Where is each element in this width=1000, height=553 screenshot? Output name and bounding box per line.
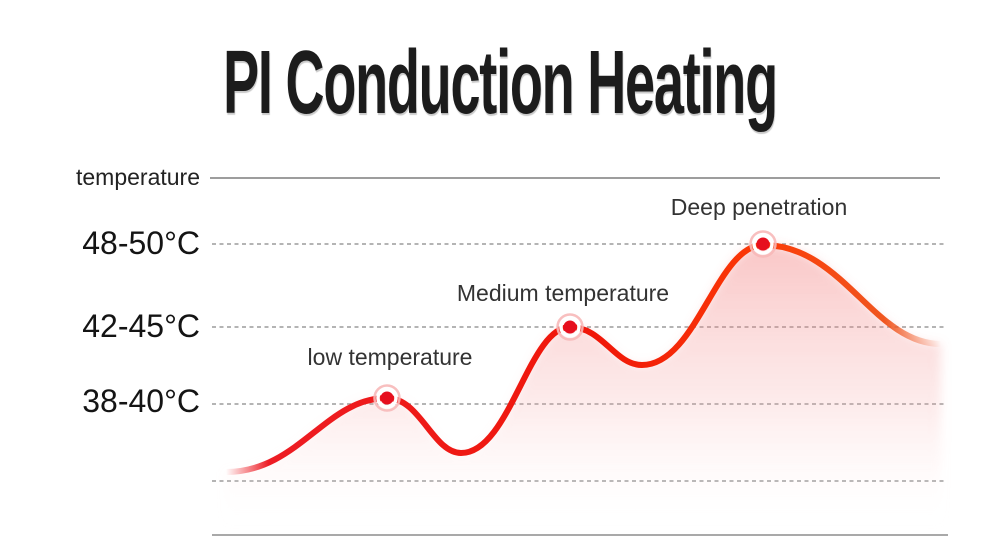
- curve-area-fill: [226, 245, 941, 522]
- y-tick-42-45: 42-45°C: [82, 308, 200, 344]
- y-axis-label: temperature: [75, 164, 200, 190]
- peak-marker-1: [556, 313, 584, 341]
- annotation-medium-temperature: Medium temperature: [456, 280, 670, 306]
- y-tick-38-40: 38-40°C: [82, 383, 200, 419]
- peak-marker-2: [749, 230, 777, 258]
- y-tick-48-50: 48-50°C: [82, 225, 200, 261]
- annotation-low-temperature: low temperature: [307, 344, 473, 370]
- peak-marker-0: [373, 384, 401, 412]
- annotation-deep-penetration: Deep penetration: [670, 194, 848, 220]
- page-title: PI Conduction Heating: [223, 33, 778, 133]
